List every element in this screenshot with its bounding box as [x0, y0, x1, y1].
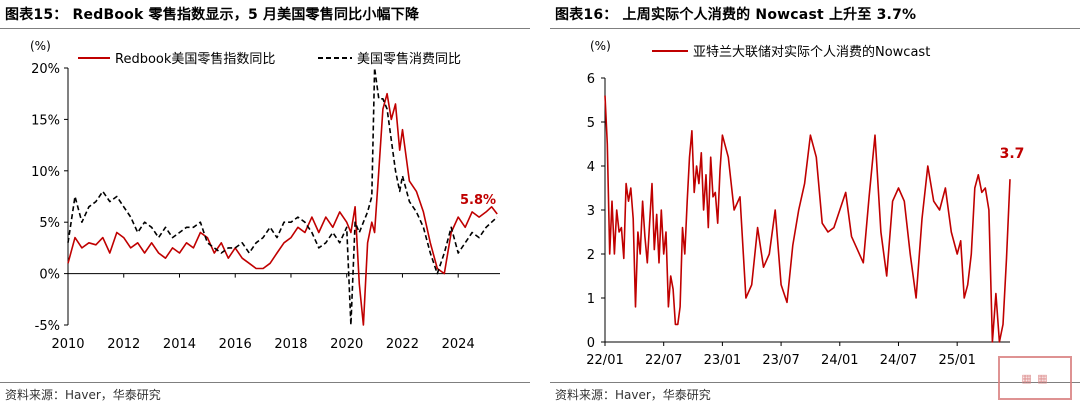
legend-label-retail: 美国零售消费同比: [357, 51, 461, 67]
x-tick-label: 2024: [442, 337, 475, 352]
title-divider: [0, 28, 530, 29]
y-tick-label: 6: [587, 72, 595, 87]
y-tick-label: 15%: [31, 113, 60, 128]
title-divider: [550, 28, 1080, 29]
watermark-stamp: ▦ ▦: [998, 356, 1072, 400]
source-divider: [0, 382, 530, 383]
x-tick-label: 23/01: [704, 353, 741, 368]
source-divider: [550, 382, 1080, 383]
x-tick-label: 2022: [386, 337, 419, 352]
nowcast-series-line: [604, 95, 1011, 343]
x-tick-label: 25/01: [938, 353, 975, 368]
x-tick-label: 2010: [51, 337, 84, 352]
x-tick-label: 22/07: [645, 353, 682, 368]
y-tick-label: 5%: [39, 216, 60, 231]
redbook-retail-chart: (%) -5% 0% 5% 10% 15% 20% 2010 2012 2014 2016 2018 2…: [30, 39, 500, 352]
x-tick-label: 24/07: [880, 353, 917, 368]
y-tick-label: 0: [587, 336, 595, 351]
figure-15-source: 资料来源：Haver，华泰研究: [5, 388, 161, 402]
figure-16-panel: 图表16： 上周实际个人消费的 Nowcast 上升至 3.7% (%) 0 1 2 3…: [550, 0, 1080, 407]
y-unit-label: (%): [590, 39, 611, 53]
x-tick-label: 23/07: [762, 353, 799, 368]
y-tick-label: 10%: [31, 165, 60, 180]
figure-16-title: 图表16： 上周实际个人消费的 Nowcast 上升至 3.7%: [555, 7, 917, 23]
x-tick-label: 2012: [107, 337, 140, 352]
figure-15-panel: 图表15： RedBook 零售指数显示，5 月美国零售同比小幅下降 (%) -5…: [0, 0, 530, 407]
y-tick-label: 5: [587, 116, 595, 131]
redbook-series-line: [67, 92, 498, 326]
figure-15-title: 图表15： RedBook 零售指数显示，5 月美国零售同比小幅下降: [5, 7, 420, 23]
y-tick-label: 4: [587, 160, 595, 175]
y-tick-label: 1: [587, 292, 595, 307]
retail-series-line: [67, 67, 498, 326]
y-tick-label: -5%: [35, 319, 60, 334]
x-tick-label: 2016: [219, 337, 252, 352]
y-tick-label: 2: [587, 248, 595, 263]
legend-label-nowcast: 亚特兰大联储对实际个人消费的Nowcast: [693, 44, 930, 60]
y-tick-label: 3: [587, 204, 595, 219]
x-tick-label: 2018: [274, 337, 307, 352]
end-value-label: 5.8%: [460, 193, 496, 208]
x-tick-label: 2014: [163, 337, 196, 352]
y-tick-label: 20%: [31, 62, 60, 77]
y-tick-label: 0%: [39, 268, 60, 283]
x-tick-label: 24/01: [821, 353, 858, 368]
figure-16-source: 资料来源：Haver，华泰研究: [555, 388, 711, 402]
nowcast-chart: (%) 0 1 2 3 4 5 6 22/01 22/07 23/01 23/07 24/01 24/07…: [586, 39, 1025, 368]
end-value-label: 3.7: [1000, 146, 1025, 162]
y-unit-label: (%): [30, 39, 51, 53]
x-tick-label: 2020: [330, 337, 363, 352]
legend-label-redbook: Redbook美国零售指数同比: [115, 51, 275, 67]
x-tick-label: 22/01: [586, 353, 623, 368]
